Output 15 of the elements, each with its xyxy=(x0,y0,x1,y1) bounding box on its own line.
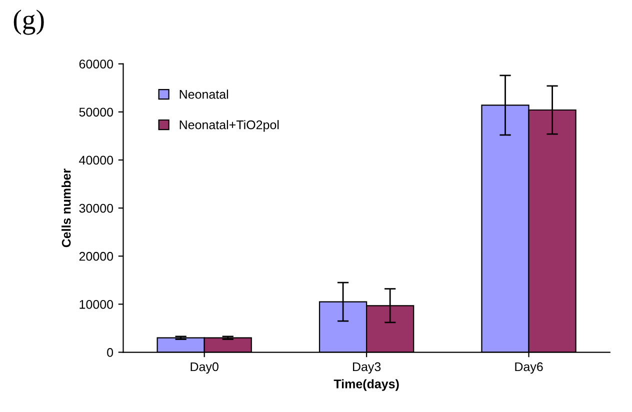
y-tick-label: 0 xyxy=(107,348,114,357)
chart-title: (g) xyxy=(14,10,44,35)
legend-label: Neonatal+TiO2pol xyxy=(180,120,279,132)
y-tick-label: 20000 xyxy=(79,252,114,261)
y-tick-label: 50000 xyxy=(79,108,114,117)
x-axis-title: Time(days) xyxy=(334,379,399,391)
x-tick-label: Day3 xyxy=(352,362,381,374)
legend-label: Neonatal xyxy=(180,90,228,99)
y-tick-label: 60000 xyxy=(79,60,114,69)
y-axis-title: Cells number xyxy=(62,168,71,248)
y-tick-label: 40000 xyxy=(79,156,114,165)
y-tick-label: 10000 xyxy=(80,300,114,309)
x-tick-label: Day0 xyxy=(190,362,218,374)
x-tick-label: Day6 xyxy=(515,362,543,374)
y-tick-label: 30000 xyxy=(79,204,114,213)
